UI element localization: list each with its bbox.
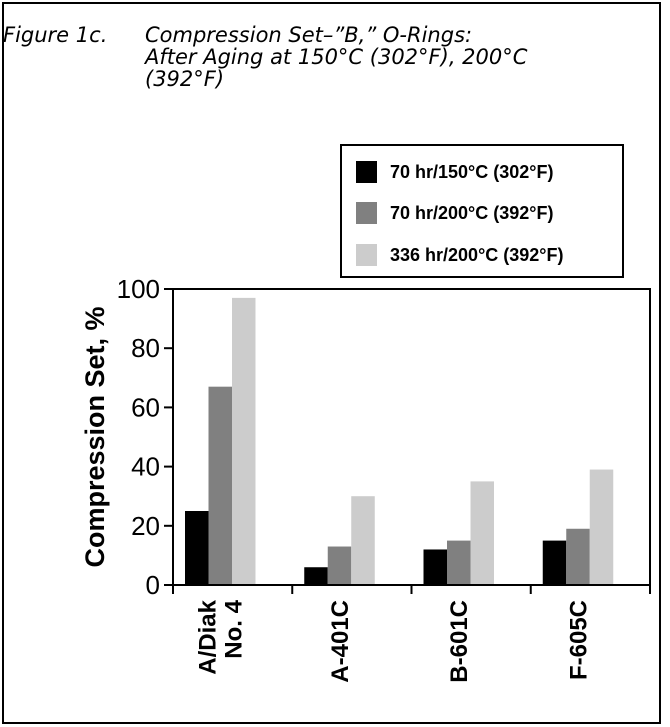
x-category-label-3: B-601C xyxy=(446,600,473,683)
bar-s3-c3 xyxy=(470,481,494,585)
bar-s1-c4 xyxy=(542,540,567,585)
figure-label: Figure 1c. xyxy=(3,23,108,47)
y-tick-label-60: 60 xyxy=(131,392,160,422)
figure-title-line-1: Compression Set–”B,” O-Rings: xyxy=(145,23,473,47)
figure-frame xyxy=(2,2,661,724)
legend-label-series-1: 70 hr/150°C (302°F) xyxy=(390,162,554,182)
bar-s3-c4 xyxy=(589,469,614,585)
x-category-label-1-line-2: No. 4 xyxy=(221,599,248,658)
legend-label-series-3: 336 hr/200°C (392°F) xyxy=(390,245,564,265)
x-category-label-2-line-1: A-401C xyxy=(327,600,354,683)
bar-s1-c3 xyxy=(423,549,447,585)
bar-s2-c2 xyxy=(327,546,352,585)
y-axis-title: Compression Set, % xyxy=(80,306,110,567)
y-tick-label-100: 100 xyxy=(117,274,160,304)
legend-label-series-2: 70 hr/200°C (392°F) xyxy=(390,203,554,223)
legend-swatch-series-2 xyxy=(356,202,377,224)
x-category-label-2: A-401C xyxy=(327,600,354,683)
bar-s2-c1 xyxy=(208,386,232,585)
figure-title-line-2: After Aging at 150°C (302°F), 200°C xyxy=(145,45,528,69)
bar-s1-c2 xyxy=(304,567,328,585)
x-category-label-1: A/DiakNo. 4 xyxy=(195,599,248,674)
bar-s1-c1 xyxy=(185,511,209,585)
legend-swatch-series-3 xyxy=(356,244,377,266)
bar-s3-c1 xyxy=(232,297,256,585)
y-tick-label-0: 0 xyxy=(146,570,160,600)
y-tick-label-20: 20 xyxy=(131,511,160,541)
legend-swatch-series-1 xyxy=(356,161,377,183)
x-category-label-4: F-605C xyxy=(565,600,592,680)
y-tick-label-80: 80 xyxy=(131,333,160,363)
chart-legend: 70 hr/150°C (302°F) 70 hr/200°C (392°F) … xyxy=(340,144,624,278)
x-category-label-3-line-1: B-601C xyxy=(446,600,473,683)
bar-s2-c3 xyxy=(447,540,471,585)
figure-title-line-3: (392°F) xyxy=(145,67,225,91)
x-category-label-1-line-1: A/Diak xyxy=(195,599,222,674)
bar-s2-c4 xyxy=(566,528,590,585)
bar-s3-c2 xyxy=(351,496,375,585)
y-tick-label-40: 40 xyxy=(131,452,160,482)
x-category-label-4-line-1: F-605C xyxy=(565,600,592,680)
